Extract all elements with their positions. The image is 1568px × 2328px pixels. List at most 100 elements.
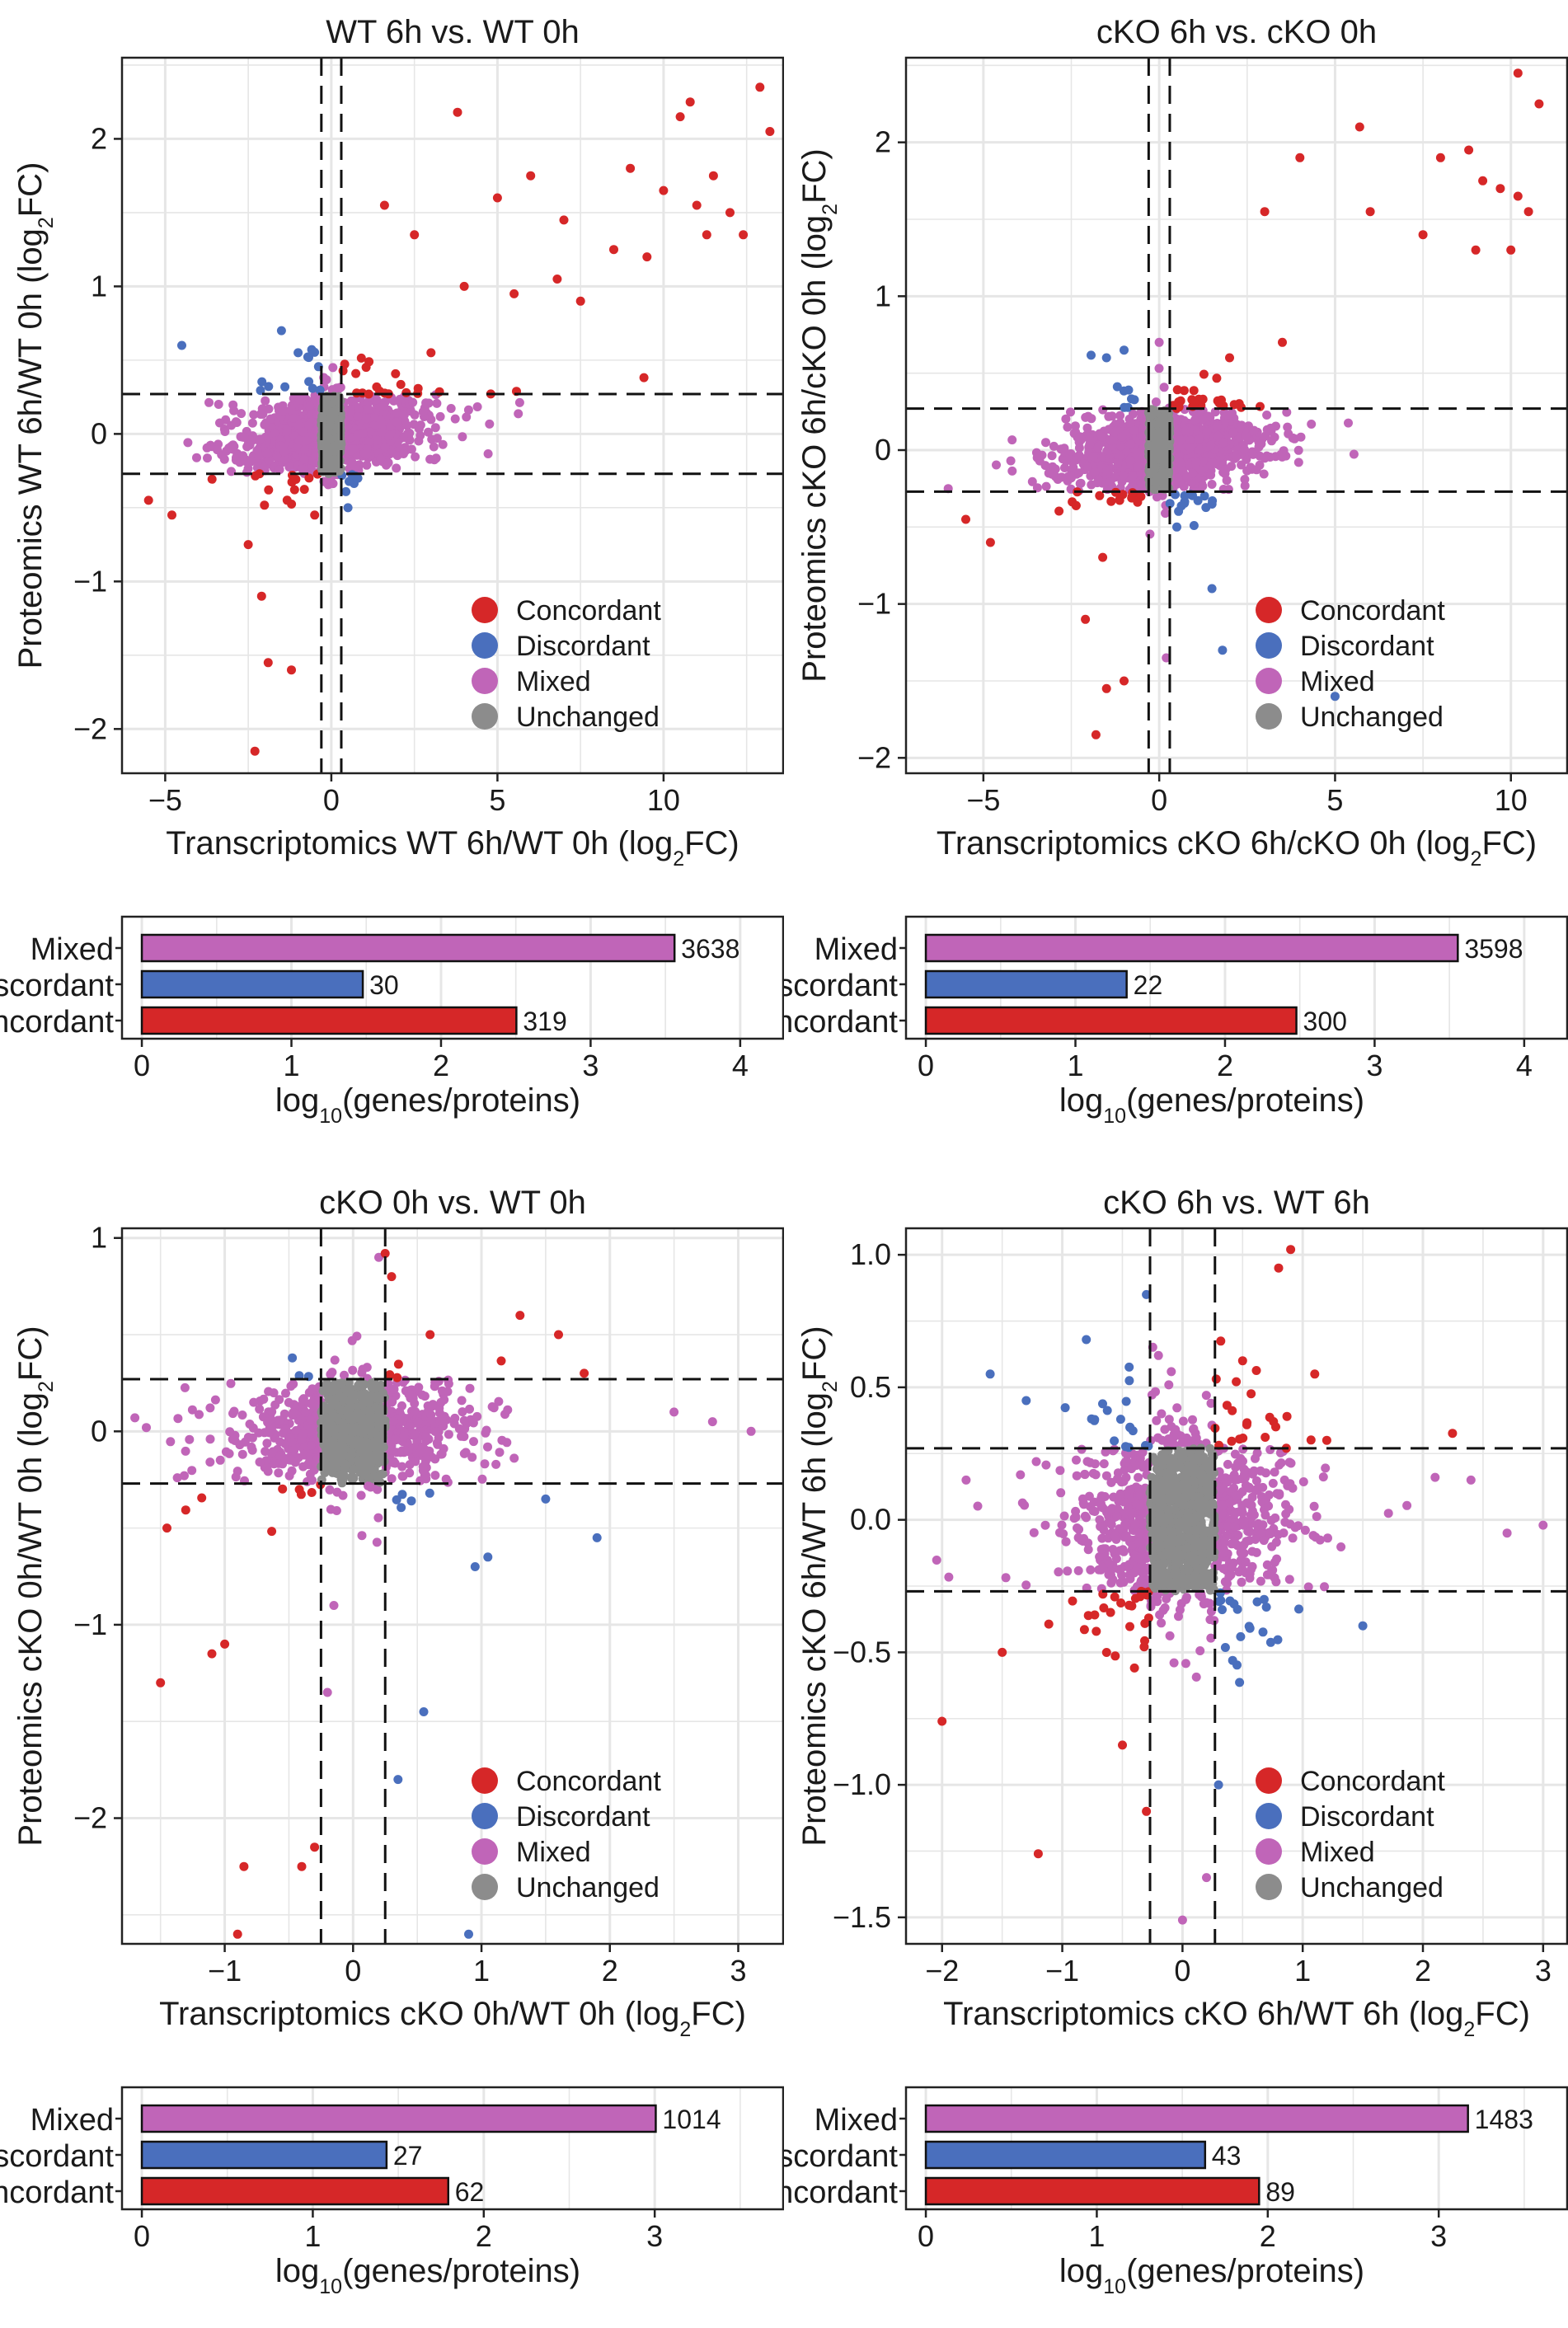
x-tick-label: 0 — [1151, 783, 1167, 817]
bar-x-tick-label: 3 — [582, 1049, 599, 1082]
point-unchanged — [354, 1390, 364, 1400]
point-concordant — [702, 230, 711, 240]
point-mixed — [1172, 1403, 1182, 1413]
point-mixed — [514, 409, 523, 419]
bar-mixed — [140, 933, 676, 963]
point-unchanged — [349, 1464, 359, 1474]
legend-swatch-discordant — [472, 1803, 498, 1829]
point-discordant — [419, 1707, 429, 1716]
point-mixed — [364, 437, 373, 447]
point-unchanged — [358, 1399, 368, 1409]
point-mixed — [459, 1448, 469, 1458]
point-mixed — [1207, 480, 1217, 489]
point-discordant — [1174, 506, 1184, 516]
y-axis-label: Proteomics WT 6h/WT 0h (log2FC) — [12, 162, 58, 669]
point-concordant — [1418, 230, 1428, 240]
point-mixed — [1188, 1415, 1197, 1424]
point-mixed — [340, 1370, 349, 1380]
point-mixed — [1344, 418, 1353, 428]
legend-label-concordant: Concordant — [516, 595, 661, 627]
point-discordant — [341, 486, 351, 496]
point-discordant — [1101, 353, 1111, 363]
legend-label-unchanged: Unchanged — [516, 1872, 660, 1903]
point-mixed — [1092, 478, 1102, 488]
point-concordant — [755, 82, 765, 92]
point-discordant — [1127, 394, 1136, 404]
point-concordant — [961, 514, 970, 524]
point-mixed — [430, 1471, 440, 1481]
point-mixed — [1145, 529, 1155, 539]
point-unchanged — [345, 1396, 354, 1406]
point-unchanged — [353, 1408, 363, 1418]
point-mixed — [376, 416, 386, 426]
point-discordant — [343, 503, 353, 513]
point-unchanged — [365, 1395, 375, 1405]
point-mixed — [210, 1395, 220, 1405]
point-mixed — [1075, 433, 1085, 443]
point-mixed — [458, 1407, 467, 1417]
y-tick-label: 0 — [91, 416, 107, 450]
point-mixed — [278, 444, 288, 453]
plot-frame — [904, 56, 1568, 775]
point-mixed — [252, 446, 262, 456]
point-mixed — [372, 1537, 382, 1547]
point-mixed — [142, 1423, 151, 1433]
point-mixed — [433, 1439, 443, 1449]
x-tick-label: 1 — [473, 1954, 490, 1988]
point-mixed — [1049, 441, 1059, 451]
point-discordant — [1087, 350, 1096, 360]
point-unchanged — [359, 1428, 369, 1438]
point-concordant — [554, 1330, 563, 1340]
point-discordant — [256, 386, 265, 396]
threshold-lines — [906, 58, 1567, 773]
bar-category-label: Concordant — [0, 2175, 114, 2210]
point-mixed — [1289, 434, 1299, 444]
point-mixed — [424, 427, 433, 437]
point-mixed — [362, 414, 371, 424]
point-mixed — [237, 1410, 247, 1420]
bar-concordant — [140, 1006, 518, 1035]
point-mixed — [1119, 471, 1129, 481]
point-mixed — [1074, 450, 1084, 460]
point-mixed — [1161, 509, 1170, 519]
point-mixed — [259, 1394, 269, 1404]
point-mixed — [1213, 431, 1223, 441]
point-concordant — [1513, 68, 1523, 78]
point-mixed — [415, 420, 425, 430]
point-mixed — [246, 1442, 256, 1452]
point-mixed — [418, 1462, 428, 1471]
point-mixed — [437, 1449, 447, 1459]
point-concordant — [1365, 207, 1375, 217]
point-mixed — [1185, 443, 1195, 453]
bar-x-axis-label: log10(genes/proteins) — [1059, 1082, 1364, 1128]
point-unchanged — [345, 1410, 354, 1420]
point-mixed — [356, 1490, 366, 1500]
point-mixed — [286, 405, 296, 415]
point-mixed — [1182, 472, 1192, 481]
point-mixed — [421, 1432, 431, 1442]
point-unchanged — [374, 1414, 384, 1424]
point-unchanged — [341, 1385, 351, 1395]
point-mixed — [1228, 408, 1237, 418]
point-mixed — [1154, 364, 1164, 373]
point-mixed — [275, 465, 284, 475]
y-axis-label: Proteomics cKO 0h/WT 0h (log2FC) — [12, 1326, 58, 1846]
bar-category-label: Mixed — [815, 932, 898, 967]
point-concordant — [552, 275, 562, 284]
legend-swatch-concordant — [472, 597, 498, 623]
point-mixed — [173, 1414, 183, 1424]
point-mixed — [1260, 453, 1270, 463]
point-mixed — [392, 408, 401, 418]
y-tick-label: −1 — [73, 1608, 107, 1641]
point-mixed — [1249, 425, 1259, 435]
point-mixed — [1349, 449, 1359, 459]
point-mixed — [1248, 449, 1258, 459]
point-mixed — [1085, 439, 1095, 449]
point-concordant — [143, 495, 153, 505]
point-discordant — [425, 1488, 434, 1498]
y-tick-label: 0 — [875, 433, 891, 467]
point-concordant — [264, 485, 274, 495]
point-concordant — [1354, 122, 1364, 132]
point-mixed — [192, 453, 201, 462]
panel-cko0h-vs-wt0h: cKO 0h vs. WT 0h−1 0 1 2 3−2−101Transcriptom… — [0, 1185, 784, 2298]
